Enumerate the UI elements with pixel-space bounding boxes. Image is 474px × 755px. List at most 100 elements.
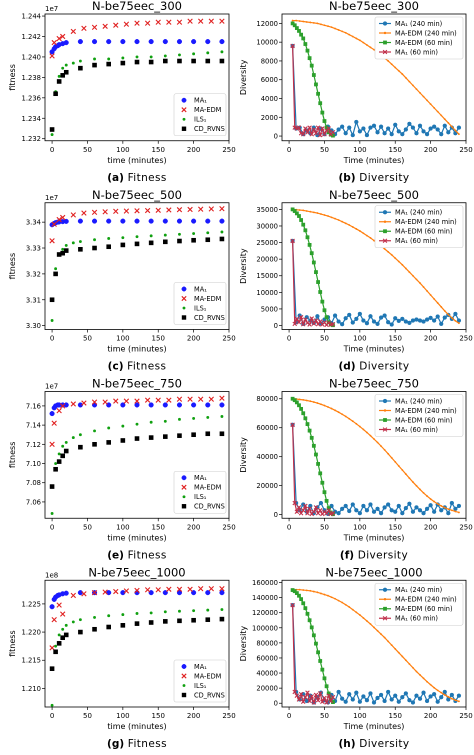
data-point: [343, 316, 348, 321]
data-point: [113, 208, 119, 214]
data-point: [303, 606, 308, 611]
series-ils-: [50, 50, 224, 137]
data-point: [192, 416, 196, 420]
data-point: [192, 609, 196, 613]
data-point: [446, 511, 451, 516]
data-point: [303, 126, 308, 131]
data-point: [410, 509, 416, 514]
data-point: [78, 618, 82, 622]
data-point: [407, 121, 412, 126]
data-point: [301, 36, 306, 41]
data-point: [433, 686, 436, 689]
y-tick-label: 3.33: [26, 245, 41, 253]
x-axis-label: time (minutes): [107, 722, 166, 731]
data-point: [134, 20, 140, 26]
legend-label: CD_RVNS: [194, 503, 225, 511]
data-point: [309, 210, 312, 213]
x-axis-label: time (minutes): [107, 533, 166, 542]
caption-letter: (c): [108, 361, 127, 373]
x-tick-label: 0: [50, 523, 54, 531]
legend-label: MA₁: [194, 285, 207, 293]
caption-text: Fitness: [128, 738, 167, 750]
data-point: [134, 59, 140, 65]
data-point: [297, 593, 301, 598]
legend-label: CD_RVNS: [194, 125, 225, 133]
data-point: [309, 625, 314, 630]
data-point: [219, 236, 225, 242]
data-point: [148, 39, 154, 45]
y-tick-label: 3.32: [26, 270, 41, 278]
data-point: [347, 312, 352, 318]
data-point: [134, 621, 140, 626]
data-point: [443, 506, 446, 509]
data-point: [317, 507, 323, 513]
data-point: [371, 123, 377, 128]
data-point: [206, 51, 210, 55]
legend-marker: [383, 220, 387, 223]
data-point: [424, 317, 430, 322]
y-tick-label: 1.242: [22, 33, 41, 41]
x-tick-label: 250: [222, 712, 235, 720]
data-point: [78, 240, 82, 243]
data-point: [340, 506, 345, 511]
data-point: [439, 132, 444, 137]
data-point: [396, 503, 401, 509]
data-point: [297, 403, 301, 408]
x-tick-label: 50: [83, 523, 92, 531]
x-tick-label: 50: [83, 712, 92, 720]
y-axis-label: fitness: [8, 630, 17, 657]
data-point: [378, 315, 384, 320]
data-point: [454, 129, 457, 132]
data-point: [336, 689, 341, 695]
caption-text: Diversity: [359, 738, 409, 750]
x-tick-label: 100: [353, 335, 366, 343]
data-point: [350, 502, 355, 507]
x-tick-label: 200: [424, 712, 437, 720]
panel-caption: (d) Diversity: [338, 361, 409, 373]
legend-label: MA-EDM: [194, 106, 222, 114]
data-point: [120, 623, 126, 628]
data-point: [373, 438, 375, 440]
data-point: [70, 592, 76, 599]
data-point: [435, 127, 440, 132]
x-tick-label: 250: [459, 146, 472, 154]
data-point: [162, 39, 168, 45]
data-point: [50, 703, 54, 707]
y-tick-label: 1.236: [22, 94, 41, 102]
data-point: [294, 26, 299, 30]
legend-label: MA₁ (240 min): [395, 586, 442, 594]
data-point: [419, 488, 421, 491]
data-point: [453, 311, 458, 317]
x-tick-label: 0: [287, 335, 291, 343]
data-point: [294, 211, 299, 216]
data-point: [355, 228, 358, 230]
data-point: [309, 21, 312, 24]
data-point: [314, 82, 318, 87]
data-point: [383, 448, 386, 451]
data-point: [113, 22, 119, 28]
data-point: [206, 231, 210, 235]
data-point: [78, 629, 83, 635]
caption-letter: (e): [107, 549, 127, 561]
data-point: [176, 586, 183, 592]
data-point: [380, 633, 382, 636]
panel-c: N-be75eec_500 1e7 0 50 100 150 200 250 3.30 3.31 3…: [8, 188, 236, 373]
data-point: [373, 626, 375, 629]
x-tick-label: 100: [116, 523, 129, 531]
x-tick-label: 150: [389, 712, 402, 720]
data-point: [120, 402, 126, 408]
data-point: [60, 250, 65, 256]
y-tick-label: 60000: [256, 424, 278, 432]
y-axis-label: Diversity: [239, 437, 248, 473]
data-point: [220, 608, 224, 611]
y-tick-label: 10000: [256, 39, 278, 47]
data-point: [198, 586, 204, 592]
data-point: [386, 320, 391, 325]
data-point: [324, 315, 329, 320]
data-point: [312, 211, 315, 214]
x-tick-label: 250: [459, 712, 472, 720]
panel-a: N-be75eec_300 1e7 0 50 100 150 200 250 1.232 1.23…: [8, 0, 236, 184]
data-point: [348, 224, 351, 226]
data-point: [144, 20, 151, 26]
